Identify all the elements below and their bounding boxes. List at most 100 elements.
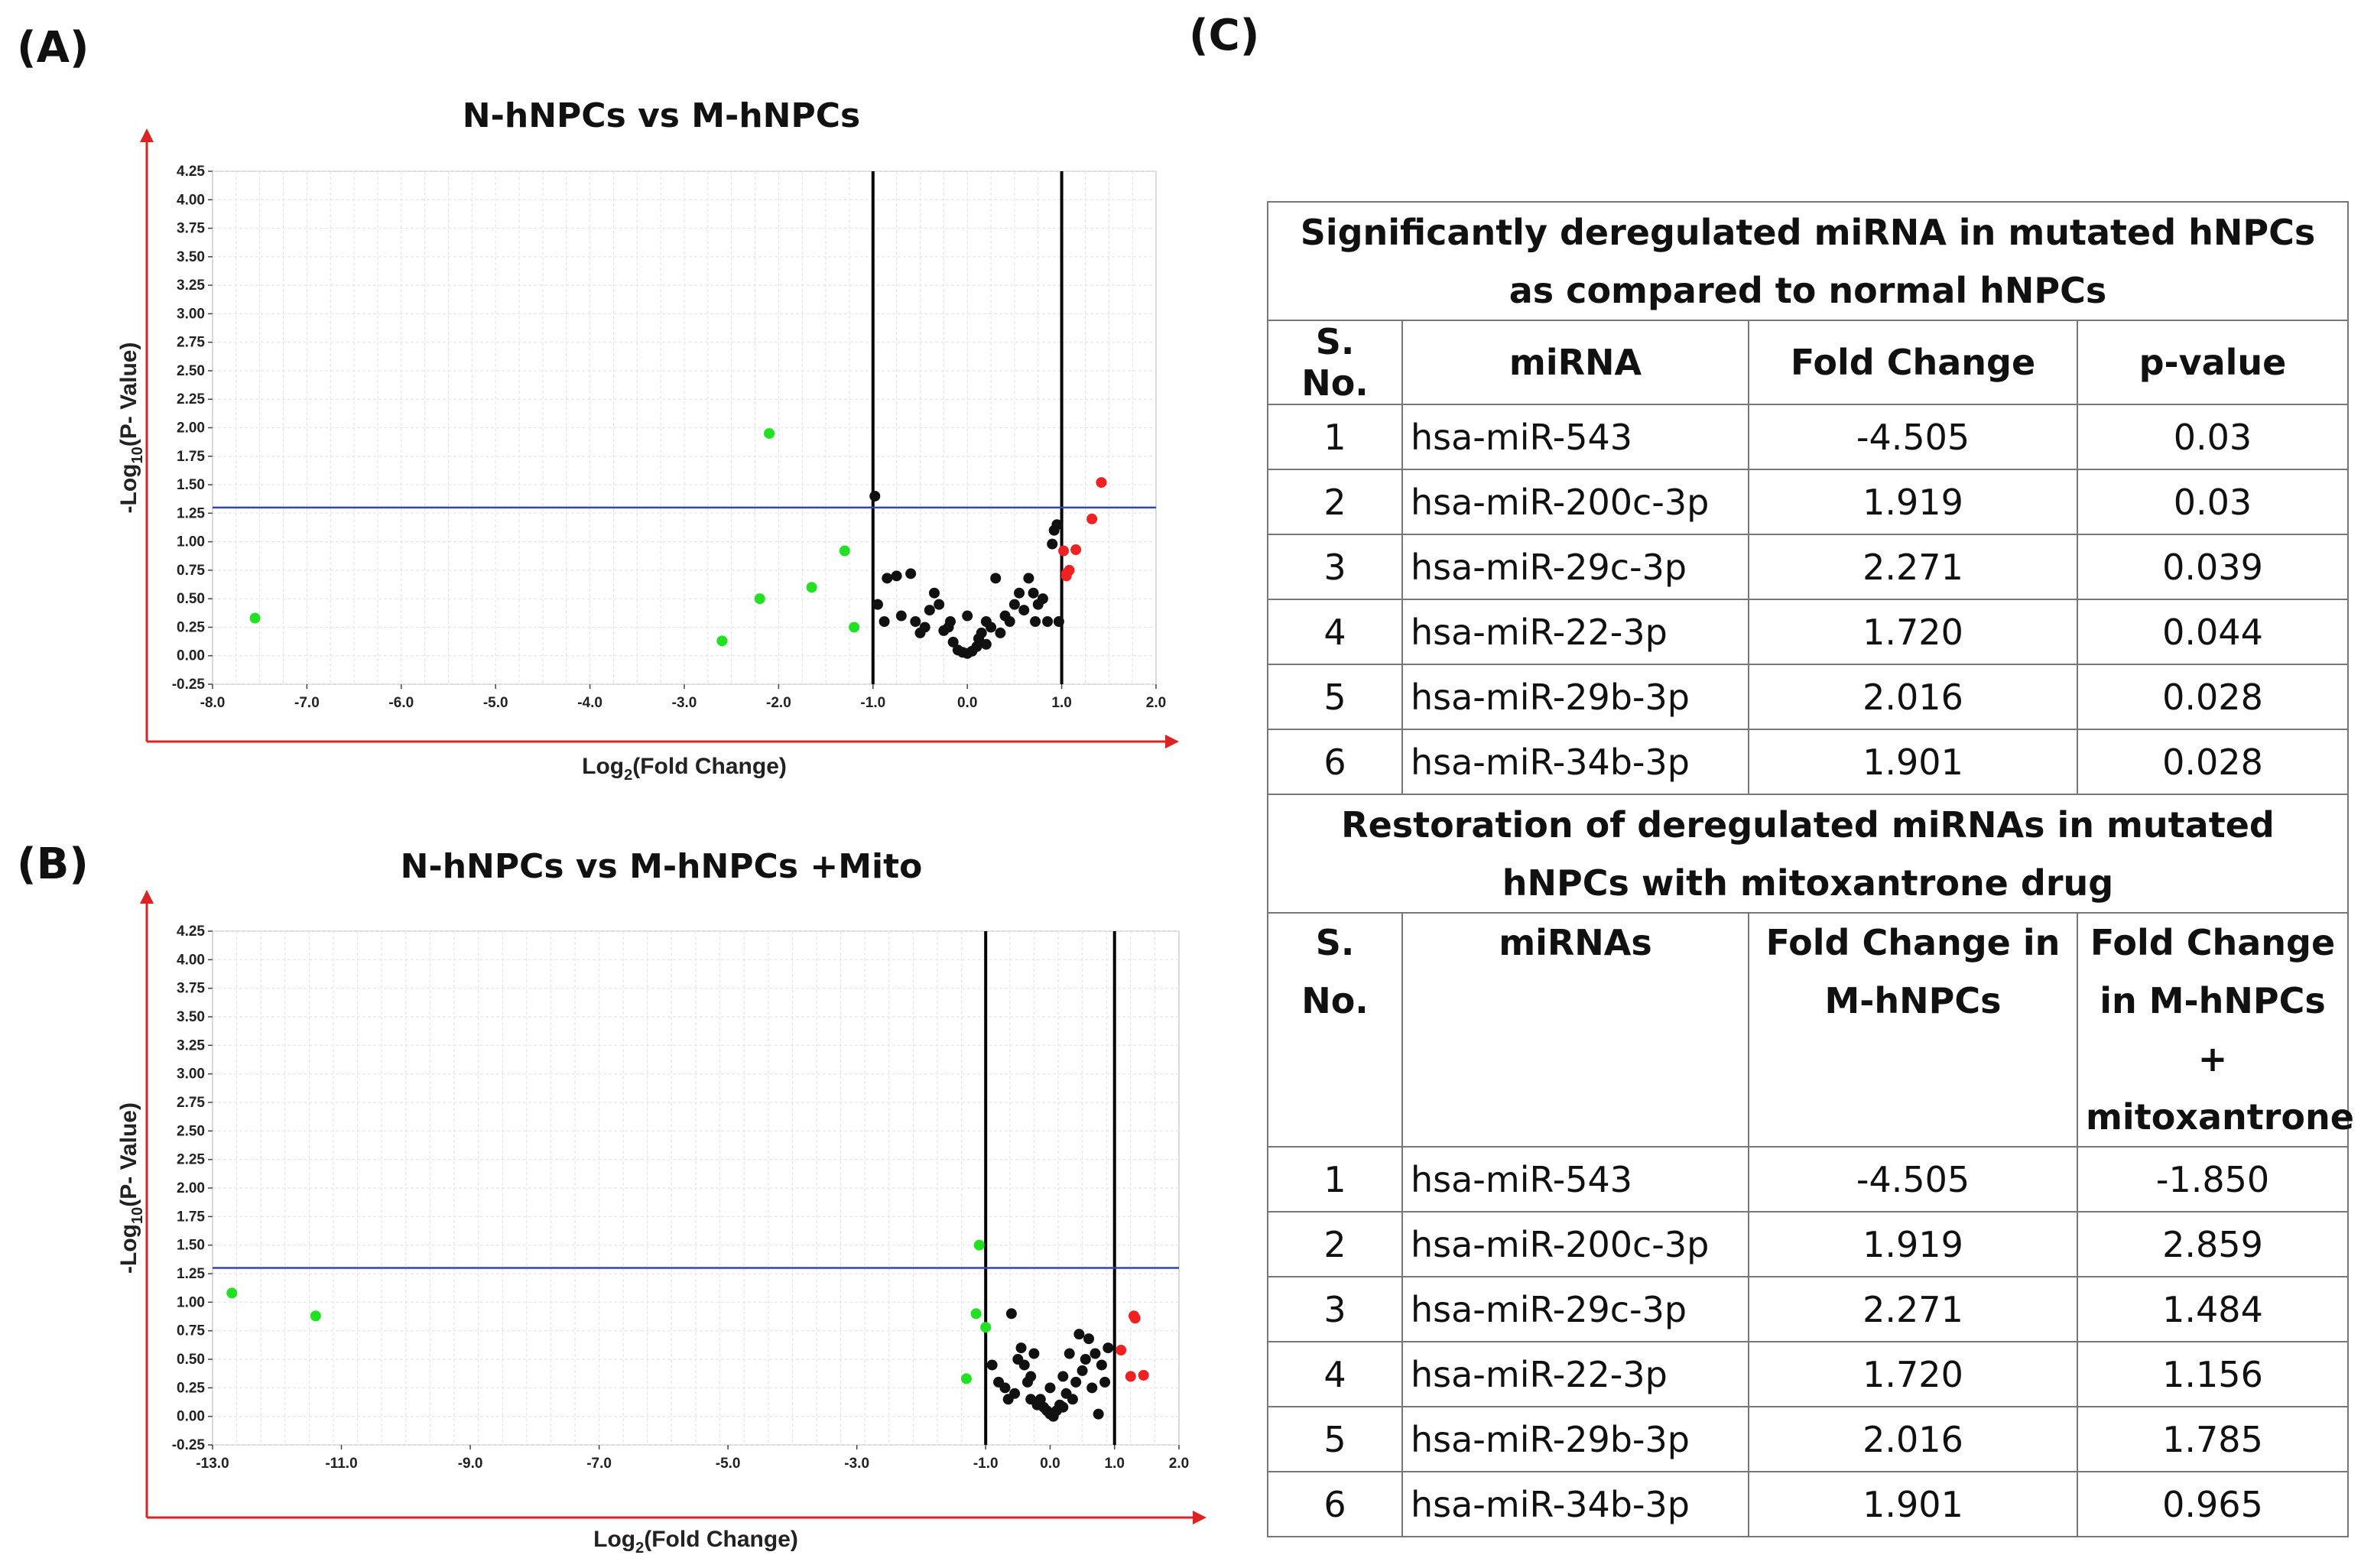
table-cell: -4.505 [1748,404,2078,470]
data-point-ns [1018,1359,1030,1371]
data-point-ns [872,599,883,610]
table-cell: hsa-miR-22-3p [1401,1341,1749,1407]
data-point-ns [1057,1371,1069,1382]
table-cell: 0.028 [2077,664,2349,730]
data-point-down [806,582,817,593]
x-tick-label: -13.0 [196,1456,229,1472]
y-tick-label: 1.00 [177,534,205,550]
x-tick-label: 1.0 [1051,695,1071,711]
y-tick-label: -0.25 [172,677,206,693]
data-point-ns [1099,1376,1111,1388]
panel-label-c: (C) [1189,11,1260,60]
x-tick-label: -5.0 [483,695,508,711]
table-cell: 0.965 [2077,1471,2349,1537]
data-point-ns [1083,1333,1095,1345]
data-point-ns [1057,1401,1069,1413]
volcano-plot-b: -0.25 0.00 0.25 0.50 0.75 1.00 1.25 1.50 1.75 2.0… [116,890,1206,1557]
x-axis-arrow [1193,1511,1206,1524]
table-cell: miRNA [1401,320,1749,405]
x-tick-label: -11.0 [325,1456,357,1472]
data-point-ns [878,615,890,627]
data-point-up [1058,545,1070,557]
y-tick-label: 3.25 [177,1037,205,1053]
table-cell: 1.919 [1748,1211,2078,1277]
x-tick-label: -2.0 [766,695,791,711]
x-tick-label: -1.0 [973,1456,999,1472]
data-point-ns [910,615,921,627]
table-cell: hsa-miR-200c-3p [1401,1211,1749,1277]
data-point-down [716,635,728,647]
data-point-ns [1028,587,1039,599]
x-axis-arrow [1165,735,1179,748]
data-point-ns [1093,1408,1104,1420]
y-tick-label: 4.25 [177,164,205,180]
table-row: 2 hsa-miR-200c-3p 1.919 2.859 [1267,1211,2349,1277]
table-cell: 0.03 [2077,469,2349,535]
data-point-ns [1090,1348,1101,1359]
table-cell: 1 [1267,404,1403,470]
panel-label-b: (B) [17,839,89,889]
table-row: Significantly deregulated miRNA in mutat… [1267,201,2349,321]
data-point-up [1096,477,1107,489]
table-cell: Restoration of deregulated miRNAs in mut… [1267,794,2349,914]
table-cell: miRNAs [1401,912,1749,1148]
table-cell: hsa-miR-22-3p [1401,599,1749,665]
data-point-down [980,1322,992,1333]
table-row: 1 hsa-miR-543 -4.505 0.03 [1267,404,2349,470]
table-cell: 2.016 [1748,664,2078,730]
y-tick-label: 1.75 [177,449,205,465]
y-tick-label: 0.25 [177,619,205,635]
data-point-ns [976,627,987,638]
table-cell: 1.720 [1748,599,2078,665]
y-tick-label: 2.50 [177,363,205,379]
data-point-ns [1004,615,1015,627]
x-tick-label: -3.0 [672,695,697,711]
y-tick-label: 4.25 [177,924,205,940]
x-tick-label: -7.0 [294,695,320,711]
data-point-ns [986,1359,998,1371]
data-point-ns [891,570,902,582]
data-point-ns [944,615,956,627]
table-cell: 6 [1267,729,1403,795]
data-point-ns [869,490,881,502]
x-tick-label: -5.0 [716,1456,741,1472]
table-cell: hsa-miR-29c-3p [1401,1276,1749,1342]
data-point-up [1138,1369,1149,1381]
table-cell: 4 [1267,1341,1403,1407]
table-row: 3 hsa-miR-29c-3p 2.271 0.039 [1267,534,2349,600]
table-cell: 1 [1267,1146,1403,1213]
y-tick-label: 3.75 [177,221,205,237]
y-tick-label: 3.00 [177,306,205,322]
x-tick-label: -1.0 [860,695,885,711]
data-point-up [1086,513,1098,524]
table-cell: -4.505 [1748,1146,2078,1213]
table-cell: Fold Change in M-hNPCs + mitoxantrone [2077,912,2354,1148]
y-tick-label: 3.75 [177,981,205,997]
y-tick-label: -0.25 [172,1437,206,1453]
table-cell: hsa-miR-34b-3p [1401,729,1749,795]
table-cell: p-value [2077,320,2349,405]
data-point-ns [1025,1371,1037,1382]
table-cell: 1.720 [1748,1341,2078,1407]
data-point-ns [905,568,917,579]
table-cell: Fold Change [1748,320,2078,405]
data-point-up [1060,570,1072,582]
data-point-ns [1086,1382,1098,1394]
y-tick-label: 2.25 [177,1152,205,1168]
table-cell: hsa-miR-200c-3p [1401,469,1749,535]
data-point-ns [1042,615,1054,627]
data-point-down [764,427,775,439]
x-tick-label: -9.0 [458,1456,483,1472]
data-point-ns [1005,1308,1017,1320]
table-cell: Significantly deregulated miRNA in mutat… [1267,201,2349,321]
data-point-ns [1051,519,1063,531]
data-point-ns [1103,1342,1114,1354]
table-cell: hsa-miR-34b-3p [1401,1471,1749,1537]
data-point-ns [1080,1354,1091,1365]
plot-b-title: N-hNPCs vs M-hNPCs +Mito [400,847,923,886]
data-point-up [1070,544,1082,556]
table-cell: 2.271 [1748,534,2078,600]
table-cell: 2.859 [2077,1211,2349,1277]
table-cell: hsa-miR-543 [1401,404,1749,470]
data-point-down [226,1287,238,1299]
